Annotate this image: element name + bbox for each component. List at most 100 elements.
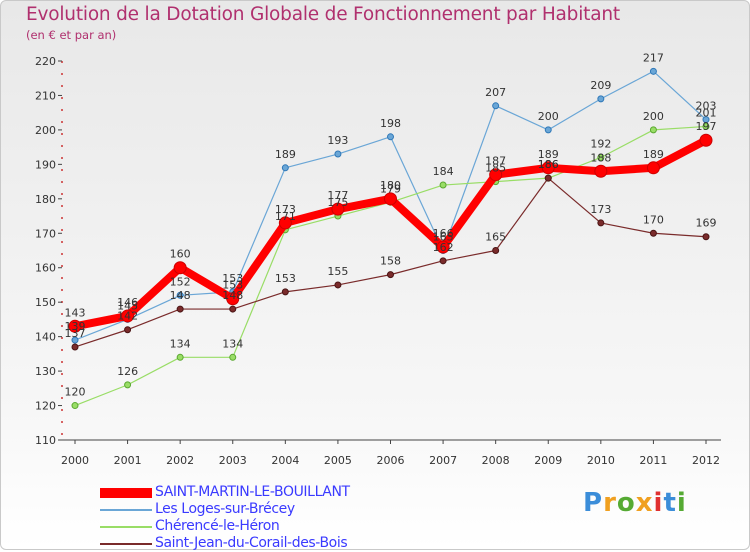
data-label: 177 [327,189,348,202]
y-tick-label: 160 [35,262,56,275]
legend-label: Les Loges-sur-Brécey [155,501,295,517]
x-tick-label: 2009 [534,454,562,467]
legend-label: Saint-Jean-du-Corail-des-Bois [155,535,348,551]
data-label: 142 [117,310,138,323]
axes: 110 120 130 140 150 160 170 180 190 200 210 220 2000… [35,55,721,467]
data-label: 175 [327,196,348,209]
data-label: 120 [65,386,86,399]
data-point [597,219,605,227]
data-point [597,153,605,161]
data-label: 187 [485,155,506,168]
legend-swatch [100,525,152,528]
data-point [176,291,184,299]
data-label: 201 [696,106,717,119]
data-label: 148 [222,289,243,302]
data-label: 165 [485,231,506,244]
data-label: 186 [538,158,559,171]
data-label: 146 [117,296,138,309]
data-point [594,164,608,178]
data-point [71,343,79,351]
data-point [649,229,657,237]
data-label: 162 [433,241,454,254]
data-point [649,67,657,75]
y-tick-label: 190 [35,158,56,171]
data-label: 180 [380,179,401,192]
data-point [229,353,237,361]
data-label: 189 [643,148,664,161]
data-point [544,126,552,134]
data-label: 139 [65,320,86,333]
data-point [384,192,397,206]
data-label: 143 [65,306,86,319]
legend-label: SAINT-MARTIN-LE-BOUILLANT [155,484,350,500]
data-label: 200 [643,110,664,123]
data-label: 134 [170,337,191,350]
proxiti-logo: Proxiti [583,488,687,518]
data-label: 193 [327,134,348,147]
x-tick-label: 2001 [114,454,142,467]
logo-letter: P [583,488,604,518]
data-label: 186 [538,158,559,171]
data-label: 173 [590,203,611,216]
data-label: 207 [485,86,506,99]
x-tick-label: 2003 [219,454,247,467]
data-label: 179 [380,182,401,195]
data-label: 192 [590,137,611,150]
legend-swatch [100,542,152,545]
data-point [649,126,657,134]
data-label: 209 [590,79,611,92]
legend-swatch [100,487,152,498]
data-label: 170 [643,213,664,226]
legend-label: Chérencé-le-Héron [155,518,280,534]
data-label: 189 [275,148,296,161]
chart-subtitle: (en € et par an) [26,28,117,42]
data-label: 166 [433,227,454,240]
data-point [278,216,292,230]
y-tick-label: 200 [35,124,56,137]
y-tick-label: 220 [35,55,56,68]
logo-letter: x [635,488,654,518]
data-point [331,202,345,216]
data-label: 203 [696,100,717,113]
data-label: 217 [643,51,664,64]
data-point [173,261,187,275]
data-point [121,309,135,323]
data-point [436,240,450,254]
data-point [489,168,503,182]
data-point [439,181,447,189]
data-label: 148 [170,289,191,302]
y-tick-label: 130 [35,365,56,378]
y-tick-label: 110 [35,434,56,447]
x-tick-label: 2007 [429,454,457,467]
data-point [492,247,500,254]
x-tick-label: 2002 [166,454,194,467]
x-tick-label: 2005 [324,454,352,467]
data-point [334,281,342,289]
data-label: 153 [275,272,296,285]
logo-letter: r [603,488,617,518]
logo-letter: i [676,488,687,518]
chart-title: Evolution de la Dotation Globale de Fonc… [26,4,620,25]
data-point [544,174,552,182]
data-point [281,164,289,172]
series-group [68,67,713,410]
x-tick-label: 2012 [692,454,720,467]
data-point [68,319,82,333]
data-point [439,257,447,265]
x-tick-label: 2006 [377,454,405,467]
data-point [281,288,289,296]
data-point [229,305,237,313]
data-point [387,133,394,141]
x-tick-label: 2004 [271,454,299,467]
data-point [597,95,605,103]
data-label: 189 [538,148,559,161]
x-tick-label: 2008 [482,454,510,467]
data-label: 153 [222,272,243,285]
data-labels: 143 146 160 153 173 177 180 166 187 189 188 189 197 1… [65,51,717,398]
data-label: 198 [380,117,401,130]
data-point [124,326,132,334]
data-point [226,292,240,306]
y-tick-label: 210 [35,89,56,102]
data-label: 169 [696,217,717,230]
